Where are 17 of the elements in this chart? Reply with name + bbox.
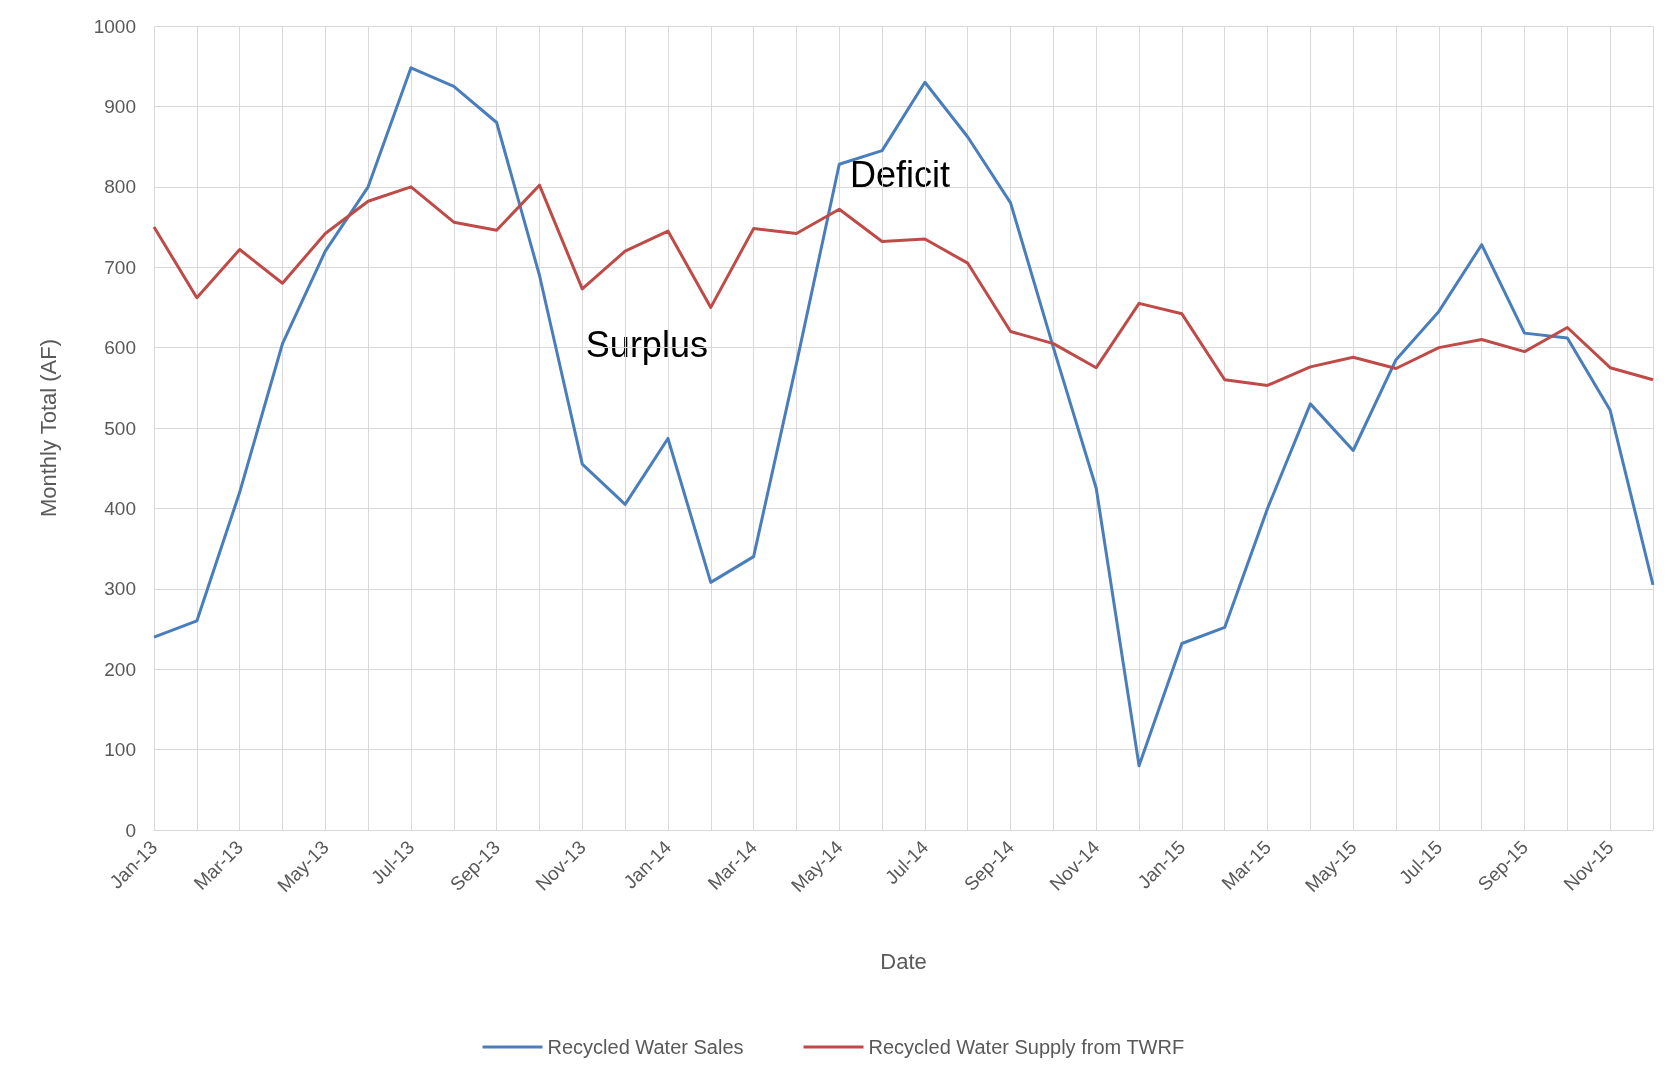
y-tick-label: 100 (104, 739, 136, 761)
annotation: Deficit (850, 154, 951, 196)
line-series (152, 66, 1655, 768)
y-tick-label: 800 (104, 176, 136, 198)
y-tick-label: 600 (104, 337, 136, 359)
y-tick-label: 200 (104, 658, 136, 680)
x-axis-title: Date (880, 948, 927, 974)
y-tick-label: 400 (104, 497, 136, 519)
y-tick-label: 700 (104, 256, 136, 278)
y-tick-label: 900 (104, 95, 136, 117)
y-tick-label: 0 (125, 819, 136, 841)
y-tick-label: 300 (104, 578, 136, 600)
y-tick-label: 1000 (93, 15, 136, 37)
legend-label: Recycled Water Sales (547, 1036, 744, 1058)
y-tick-label: 500 (104, 417, 136, 439)
y-axis-title: Monthly Total (AF) (35, 338, 61, 518)
legend-label: Recycled Water Supply from TWRF (868, 1036, 1185, 1058)
